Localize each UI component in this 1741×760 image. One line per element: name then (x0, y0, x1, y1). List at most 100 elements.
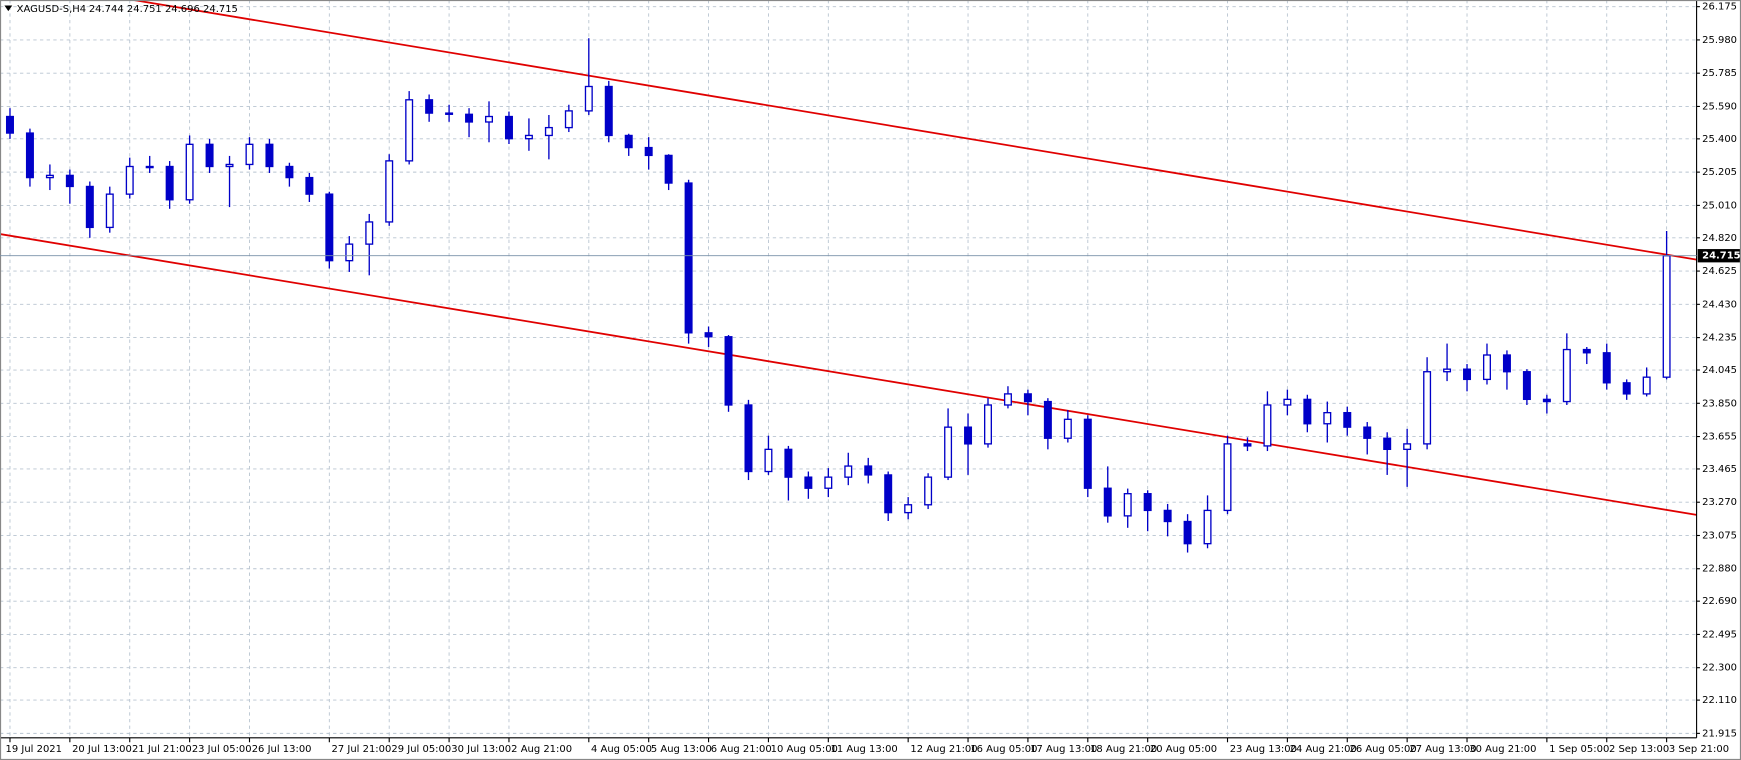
y-tick-label: 25.785 (1702, 68, 1737, 79)
candle-body (824, 476, 833, 489)
candle-body (1542, 398, 1551, 403)
candle-body (345, 243, 354, 262)
candle-body (1223, 443, 1232, 512)
candle-body (1622, 382, 1631, 395)
candle-body (485, 115, 494, 123)
candle-body (385, 160, 394, 223)
candle-body (1662, 255, 1671, 378)
candle-body (45, 174, 54, 179)
x-tick-label: 20 Jul 13:00 (72, 744, 132, 755)
candle-body (644, 146, 653, 157)
candle-body (1083, 418, 1092, 489)
candle-body (105, 193, 114, 229)
y-tick-label: 25.980 (1702, 35, 1737, 46)
trendline (128, 0, 1697, 261)
x-tick-label: 26 Jul 13:00 (252, 744, 312, 755)
candle-body (1023, 393, 1032, 403)
y-tick-label: 23.270 (1702, 497, 1737, 508)
candle-body (844, 465, 853, 478)
candle-body (405, 99, 414, 162)
candle-body (285, 165, 294, 179)
candle-body (983, 404, 992, 445)
y-tick-label: 22.300 (1702, 663, 1737, 674)
x-tick-label: 5 Aug 13:00 (651, 744, 712, 755)
x-tick-label: 18 Aug 21:00 (1090, 744, 1157, 755)
candle-body (804, 476, 813, 489)
candle-body (305, 176, 314, 195)
candle-body (684, 182, 693, 334)
candle-body (604, 85, 613, 137)
y-tick-label: 22.495 (1702, 629, 1737, 640)
candle-body (245, 143, 254, 166)
y-tick-label: 25.400 (1702, 134, 1737, 145)
candle-body (1403, 443, 1412, 451)
y-tick-label: 22.690 (1702, 596, 1737, 607)
y-tick-label: 25.205 (1702, 167, 1737, 178)
candle-body (1043, 400, 1052, 439)
candle-body (1343, 411, 1352, 428)
x-tick-label: 30 Jul 13:00 (451, 744, 511, 755)
candle-body (1642, 376, 1651, 395)
candle-body (944, 426, 953, 478)
candle-body (1522, 371, 1531, 401)
candle-body (904, 504, 913, 514)
y-tick-label: 23.075 (1702, 530, 1737, 541)
candle-body (225, 163, 234, 168)
candle-body (524, 134, 533, 140)
x-tick-label: 12 Aug 21:00 (910, 744, 977, 755)
candle-body (624, 134, 633, 149)
candle-body (125, 165, 134, 195)
y-tick-label: 22.110 (1702, 695, 1737, 706)
candle-body (1283, 398, 1292, 406)
candle-body (1143, 493, 1152, 512)
candle-body (1203, 509, 1212, 545)
x-tick-label: 2 Sep 13:00 (1609, 744, 1669, 755)
x-tick-label: 23 Aug 13:00 (1230, 744, 1297, 755)
ohlc-label: 24.744 24.751 24.696 24.715 (89, 4, 238, 15)
candle-body (1423, 371, 1432, 445)
x-tick-label: 30 Aug 21:00 (1469, 744, 1536, 755)
candle-body (1363, 426, 1372, 439)
candle-body (1183, 520, 1192, 545)
candle-body (1463, 368, 1472, 381)
x-tick-label: 21 Jul 21:00 (132, 744, 192, 755)
candle-body (265, 143, 274, 168)
x-tick-label: 1 Sep 05:00 (1549, 744, 1609, 755)
x-tick-label: 10 Aug 05:00 (771, 744, 838, 755)
candle-body (504, 115, 513, 140)
candle-body (1303, 398, 1312, 425)
candle-body (1243, 443, 1252, 447)
candle-body (1562, 348, 1571, 403)
x-tick-label: 24 Aug 21:00 (1290, 744, 1357, 755)
current-price-label: 24.715 (1702, 251, 1741, 262)
x-tick-label: 17 Aug 13:00 (1030, 744, 1097, 755)
candle-body (964, 426, 973, 445)
y-tick-label: 24.235 (1702, 333, 1737, 344)
candle-body (445, 112, 454, 115)
candle-body (325, 193, 334, 262)
y-tick-label: 25.590 (1702, 101, 1737, 112)
candle-body (884, 474, 893, 514)
x-tick-label: 23 Jul 05:00 (192, 744, 252, 755)
candle-body (5, 115, 14, 134)
candle-body (584, 85, 593, 112)
x-tick-label: 19 Jul 2021 (6, 744, 62, 755)
current-price-box (1697, 249, 1740, 263)
candle-body (65, 174, 74, 188)
y-tick-label: 23.850 (1702, 398, 1737, 409)
candle-body (1263, 404, 1272, 447)
y-tick-label: 21.915 (1702, 728, 1737, 739)
grid (0, 0, 1697, 738)
candle-body (864, 465, 873, 476)
trendline (0, 233, 1697, 516)
candle-body (85, 185, 94, 229)
candle-body (1383, 437, 1392, 451)
candle-body (425, 99, 434, 114)
candle-body (544, 126, 553, 137)
y-tick-label: 25.010 (1702, 200, 1737, 211)
x-tick-label: 27 Jul 21:00 (332, 744, 392, 755)
